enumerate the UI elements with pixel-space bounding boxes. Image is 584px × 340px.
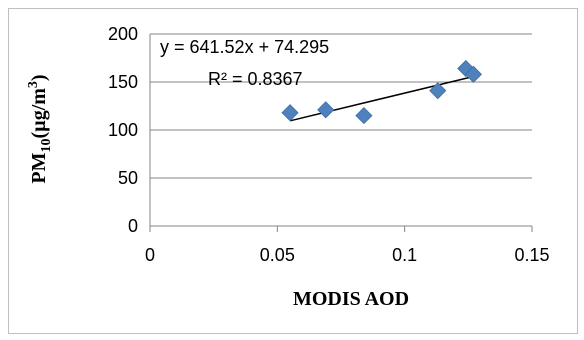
trendline bbox=[289, 75, 474, 122]
trendline-r-squared: R² = 0.8367 bbox=[208, 69, 303, 89]
y-tick-label: 0 bbox=[128, 216, 138, 236]
x-axis-title: MODIS AOD bbox=[293, 288, 409, 310]
gridlines bbox=[150, 33, 532, 179]
tick-labels: 0 50 100 150 200 0 0.05 0.1 0.15 bbox=[108, 24, 550, 265]
x-tick-label: 0.15 bbox=[514, 245, 549, 265]
trendline-group bbox=[289, 75, 474, 122]
y-axis-title-main: PM bbox=[28, 152, 50, 183]
data-point bbox=[464, 65, 482, 83]
y-tick-label: 150 bbox=[108, 72, 138, 92]
y-axis-title-unit-close: ) bbox=[28, 74, 50, 81]
y-axis-title-unit-open: (µg/m bbox=[28, 88, 50, 139]
data-point bbox=[429, 82, 447, 100]
data-points bbox=[281, 59, 482, 125]
y-tick-label: 100 bbox=[108, 120, 138, 140]
axes bbox=[149, 34, 533, 232]
data-point bbox=[355, 107, 373, 125]
data-point bbox=[317, 101, 335, 119]
y-tick-label: 200 bbox=[108, 24, 138, 44]
y-tick-label: 50 bbox=[118, 168, 138, 188]
y-axis-title-subscript: 10 bbox=[39, 138, 54, 152]
x-tick-label: 0.05 bbox=[260, 245, 295, 265]
data-point bbox=[281, 104, 299, 122]
chart-frame bbox=[8, 8, 578, 334]
x-tick-label: 0 bbox=[145, 245, 155, 265]
y-axis-title-superscript: 3 bbox=[26, 81, 41, 88]
y-axis-title: PM10(µg/m3) bbox=[26, 74, 54, 183]
x-tick-label: 0.1 bbox=[392, 245, 417, 265]
trendline-equation: y = 641.52x + 74.295 bbox=[160, 37, 329, 57]
